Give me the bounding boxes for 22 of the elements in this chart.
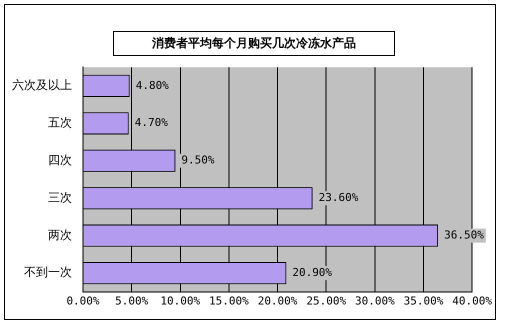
x-tick-label: 20.00% bbox=[258, 294, 298, 308]
y-tick-label: 四次 bbox=[48, 152, 72, 167]
x-tick-label: 30.00% bbox=[354, 294, 396, 308]
data-label: 20.90% bbox=[292, 266, 332, 279]
x-tick-label: 35.00% bbox=[404, 294, 444, 308]
y-tick-label: 五次 bbox=[48, 115, 72, 130]
x-tick-label: 15.00% bbox=[209, 294, 250, 308]
y-tick-label: 三次 bbox=[48, 190, 72, 204]
x-tick-label: 40.00% bbox=[452, 294, 492, 308]
x-tick-label: 25.00% bbox=[306, 294, 346, 308]
data-label: 4.80% bbox=[136, 78, 170, 92]
chart-title: 消费者平均每个月购买几次冷冻水产品 bbox=[113, 31, 395, 56]
y-tick-label: 不到一次 bbox=[24, 265, 72, 280]
y-tick-label: 六次及以上 bbox=[12, 78, 72, 92]
data-label: 23.60% bbox=[318, 191, 359, 204]
data-label: 36.50% bbox=[444, 228, 484, 242]
x-tick-label: 0.00% bbox=[66, 294, 100, 308]
data-label: 9.50% bbox=[181, 154, 215, 167]
y-tick-label: 两次 bbox=[48, 228, 72, 242]
data-label: 4.70% bbox=[134, 116, 168, 130]
x-tick-label: 5.00% bbox=[115, 294, 149, 308]
x-tick-label: 10.00% bbox=[160, 294, 201, 308]
